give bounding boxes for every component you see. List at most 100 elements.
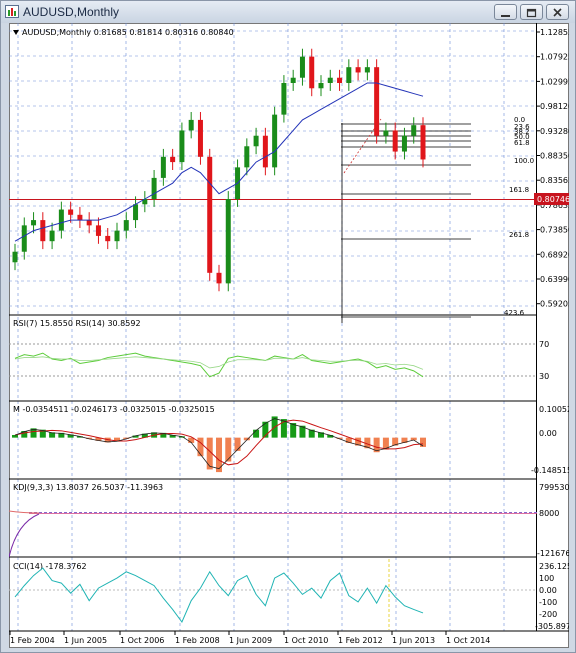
macd-bar [345,437,352,443]
macd-bar [382,437,389,450]
price-candle [12,243,18,271]
price-candle [374,59,380,144]
price-axis-label: 0.78635 [540,201,569,210]
price-candle [364,59,370,81]
close-button[interactable] [546,4,569,20]
price-candle [49,222,55,250]
macd-bar [141,433,148,438]
price-candle [420,117,426,168]
time-axis-label: 1 Feb 2004 [10,636,55,645]
macd-bar [123,437,130,439]
price-candle [290,69,296,91]
price-candle [244,138,250,176]
rsi7-line [14,352,424,378]
price-candle [281,75,287,123]
macd-bar [364,437,371,449]
rsi-axis-70: 70 [539,340,549,349]
macd-bar [420,437,426,447]
price-candle [142,191,148,213]
macd-bar [401,437,408,443]
price-axis-label: 1.12855 [540,28,569,37]
macd-bar [318,432,324,438]
cci-axis-minus200: -200 [539,610,557,619]
price-candle [253,127,259,155]
rsi-header: RSI(7) 15.8550 RSI(14) 30.8592 [13,319,141,328]
fib-trend-line [343,118,382,174]
price-candle [272,106,278,176]
restore-button[interactable] [520,4,543,20]
cci-axis-100: 100 [539,574,554,583]
price-candle [262,127,268,176]
macd-header: M -0.0354511 -0.0246173 -0.0325015 -0.03… [13,405,215,414]
price-candle [318,75,324,97]
macd-bar [308,429,315,438]
price-axis-label: 1.07925 [540,53,569,62]
price-candle [31,212,37,234]
time-axis-label: 1 Feb 2012 [338,636,383,645]
cci-line [14,567,424,623]
macd-bar [206,437,213,470]
main-price-panel: AUDUSD,Monthly 0.81685 0.81814 0.80316 0… [9,23,569,323]
moving-average-line [14,82,424,242]
price-candle [58,201,64,239]
time-axis-label: 1 Oct 2006 [120,636,164,645]
macd-bar [21,431,28,438]
chart-grid [9,23,536,631]
macd-line [14,418,424,470]
current-price-label: 0.80746 [537,195,569,204]
macd-bar [216,437,222,473]
fib-level-label: 261.8 [509,231,529,239]
macd-bar [355,437,362,446]
price-candle [160,148,166,186]
price-axis-label: 0.83565 [540,176,569,185]
macd-bar [86,437,93,439]
macd-bar [262,421,269,438]
price-candle [383,122,389,144]
panel-collapse-icon[interactable] [13,30,19,35]
window-title: AUDUSD,Monthly [23,5,120,19]
fib-level-label: 23.6 [514,123,530,131]
price-candle [392,122,398,160]
minimize-icon [501,15,510,17]
minimize-button[interactable] [494,4,517,20]
cci-axis-bottom: -305.8972 [535,622,569,631]
price-candle [105,228,111,250]
macd-bar [114,437,120,442]
kdj-axis-mid: 8000 [539,509,559,518]
macd-bar [169,434,176,438]
kdj-k-curve [9,513,40,558]
macd-bar [290,423,297,438]
macd-bar [243,437,250,441]
macd-bar [373,437,380,453]
macd-bar [188,437,195,443]
time-axis-label: 1 Jun 2013 [392,636,435,645]
macd-bar [336,437,343,439]
price-candle [114,222,120,250]
fib-level-label: 161.8 [509,186,529,194]
title-bar[interactable]: AUDUSD,Monthly [1,1,575,23]
macd-bar [39,429,46,438]
macd-bar [132,435,139,438]
cci-header: CCI(14) -178.3762 [13,562,87,571]
macd-bar [327,434,334,438]
price-candle [309,48,315,97]
macd-panel: M -0.0354511 -0.0246173 -0.0325015 -0.03… [9,401,569,480]
macd-axis-top: 0.100529 [539,405,569,414]
price-candle [123,212,129,239]
price-candle [95,217,101,244]
chart-icon [5,5,19,18]
price-candle [68,201,74,223]
price-candle [86,212,92,234]
chart-area[interactable]: AUDUSD,Monthly 0.81685 0.81814 0.80316 0… [9,23,569,648]
price-candle [151,170,157,207]
macd-bar [197,437,204,457]
macd-bar [225,437,232,462]
macd-bar [49,432,56,438]
main-panel-header: AUDUSD,Monthly 0.81685 0.81814 0.80316 0… [22,28,234,37]
price-candle [337,69,343,91]
macd-bar [280,419,287,438]
